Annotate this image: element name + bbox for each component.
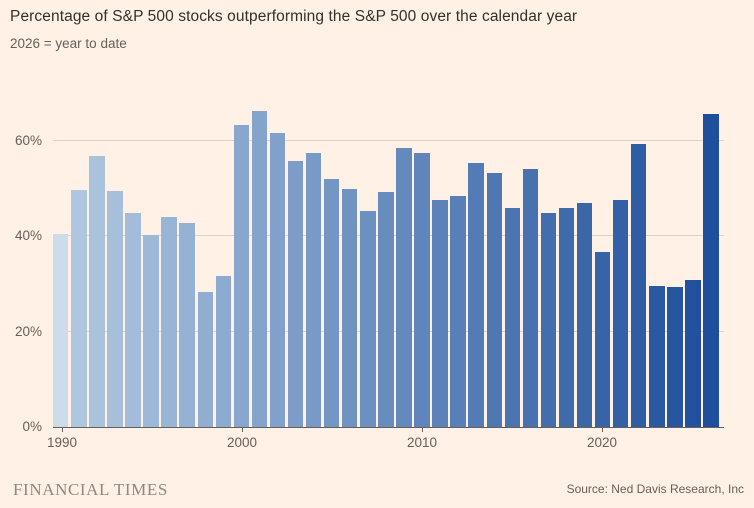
bar-2008 bbox=[378, 191, 394, 427]
bar-2001 bbox=[251, 110, 268, 427]
bar-2004 bbox=[305, 153, 322, 427]
bar-2014 bbox=[486, 173, 502, 427]
financial-times-logo: FINANCIAL TIMES bbox=[13, 480, 168, 499]
bar-1996 bbox=[161, 216, 177, 427]
x-axis-tick-2020 bbox=[602, 427, 603, 432]
gridline-60% bbox=[53, 139, 724, 141]
bar-2007 bbox=[360, 211, 376, 427]
bar-1995 bbox=[143, 234, 159, 427]
bar-1998 bbox=[197, 292, 213, 427]
y-axis-label-60%: 60% bbox=[14, 132, 42, 148]
bar-2013 bbox=[468, 163, 484, 427]
bar-1990 bbox=[53, 234, 69, 427]
x-axis-label-2000: 2000 bbox=[226, 435, 258, 450]
bar-2000 bbox=[233, 124, 250, 427]
bar-2016 bbox=[522, 169, 539, 427]
x-axis-line bbox=[53, 427, 724, 428]
bar-1997 bbox=[179, 223, 195, 427]
bar-2005 bbox=[323, 179, 340, 427]
plot-area bbox=[53, 93, 724, 428]
bar-2021 bbox=[612, 199, 629, 427]
bar-2012 bbox=[450, 195, 466, 427]
bar-2023 bbox=[649, 285, 665, 427]
x-axis-tick-2000 bbox=[242, 427, 243, 432]
bar-2020 bbox=[594, 252, 611, 427]
bar-2025 bbox=[685, 280, 701, 427]
x-axis-label-1990: 1990 bbox=[46, 435, 78, 450]
bar-2011 bbox=[432, 199, 448, 427]
y-axis-label-0%: 0% bbox=[22, 419, 42, 434]
y-axis-label-40%: 40% bbox=[14, 228, 42, 244]
bar-2026 bbox=[703, 114, 719, 427]
bar-series bbox=[53, 93, 719, 427]
bar-2010 bbox=[414, 152, 430, 427]
bar-2002 bbox=[269, 132, 286, 427]
source-attribution: Source: Ned Davis Research, Inc bbox=[566, 482, 744, 496]
bar-2015 bbox=[504, 208, 521, 427]
bar-2022 bbox=[631, 144, 647, 427]
x-axis-tick-2010 bbox=[422, 427, 423, 432]
bar-2018 bbox=[558, 208, 575, 427]
chart-subtitle: 2026 = year to date bbox=[10, 36, 127, 51]
y-axis-label-20%: 20% bbox=[14, 323, 42, 339]
chart-title: Percentage of S&P 500 stocks outperformi… bbox=[10, 8, 578, 25]
bar-1991 bbox=[71, 190, 87, 427]
x-axis-label-2010: 2010 bbox=[406, 435, 438, 450]
bar-2006 bbox=[342, 189, 358, 427]
bar-2009 bbox=[396, 148, 412, 427]
bar-2003 bbox=[287, 160, 304, 427]
bar-2024 bbox=[667, 286, 683, 427]
x-axis-tick-1990 bbox=[62, 427, 63, 432]
bar-1992 bbox=[89, 155, 105, 427]
bar-2019 bbox=[576, 203, 593, 427]
bar-2017 bbox=[540, 212, 557, 427]
bar-1994 bbox=[125, 213, 141, 427]
bar-1999 bbox=[215, 276, 232, 427]
x-axis-label-2020: 2020 bbox=[586, 435, 618, 450]
bar-1993 bbox=[107, 190, 123, 427]
